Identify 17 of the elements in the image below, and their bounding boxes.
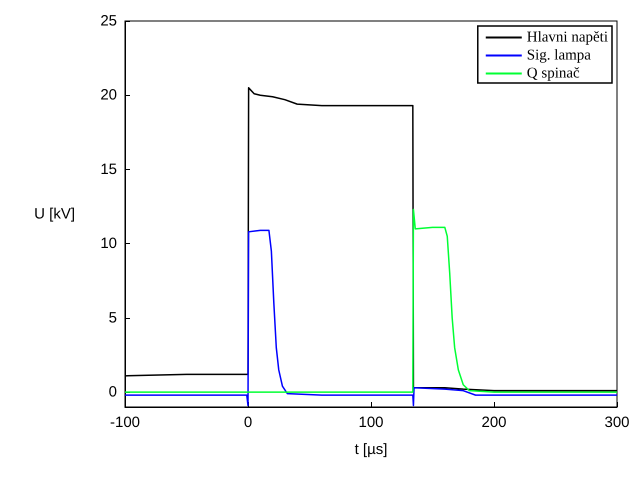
y-tick-label: 20 [100,86,117,104]
legend-label: Sig. lampa [526,48,592,64]
y-tick-label: 25 [100,12,117,30]
x-axis-title: t [µs] [354,441,388,458]
x-tick-label: 100 [358,414,384,431]
y-axis-title: U [kV] [34,206,75,222]
y-tick-label: 0 [108,384,117,401]
y-tick-label: 10 [100,235,117,252]
y-tick-label: 5 [108,309,117,326]
x-tick-label: -100 [110,414,140,431]
y-tick-label: 15 [100,160,117,178]
x-tick-label: 200 [481,414,507,431]
line-series [124,208,618,393]
legend-label: Q spinač [526,66,580,82]
x-tick-label: 300 [604,414,630,431]
legend-label: Hlavni napěti [526,30,608,46]
x-tick-label: 0 [244,414,252,431]
